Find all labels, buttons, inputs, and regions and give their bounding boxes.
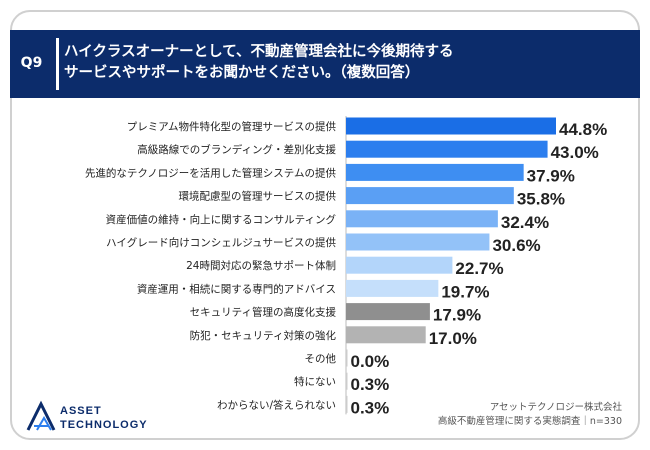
question-line-2: サービスやサポートをお聞かせください。（複数回答） [64, 65, 420, 81]
bar [346, 326, 426, 344]
bar [346, 187, 514, 205]
value-label: 35.8% [517, 190, 565, 209]
bar [346, 395, 348, 413]
value-label: 30.6% [492, 236, 540, 255]
category-label: 防犯・セキュリティ対策の強化 [190, 329, 337, 342]
bar [346, 117, 556, 135]
category-label: 資産運用・相続に関する専門的アドバイス [137, 282, 336, 295]
bar [346, 210, 498, 228]
bar [346, 256, 453, 274]
value-label: 17.9% [433, 306, 481, 325]
value-label: 22.7% [455, 259, 503, 278]
question-tag: Q9 [20, 55, 43, 71]
value-label: 19.7% [441, 282, 489, 301]
value-label: 17.0% [429, 329, 477, 348]
category-label: 24時間対応の緊急サポート体制 [186, 259, 336, 272]
bar [346, 140, 548, 158]
source-company: アセットテクノロジー株式会社 [489, 402, 622, 413]
value-label: 43.0% [551, 143, 599, 162]
question-line-1: ハイクラスオーナーとして、不動産管理会社に今後期待する [64, 44, 454, 60]
company-logo: ASSET TECHNOLOGY [26, 400, 156, 434]
value-label: 0.0% [351, 352, 390, 371]
source-note: アセットテクノロジー株式会社 高級不動産管理に関する実態調査｜n=330 [438, 401, 622, 429]
category-label: 資産価値の維持・向上に関するコンサルティング [106, 213, 337, 226]
category-label: 環境配慮型の管理サービスの提供 [179, 190, 337, 203]
logo-text-line-1: ASSET [60, 405, 102, 417]
header-divider [56, 38, 59, 90]
question-text: ハイクラスオーナーとして、不動産管理会社に今後期待する サービスやサポートをお聞… [64, 42, 624, 84]
bar [346, 303, 430, 321]
question-header [10, 30, 640, 98]
asset-technology-logo-icon: ASSET TECHNOLOGY [26, 400, 148, 431]
bar [346, 372, 348, 390]
category-label: わからない/答えられない [217, 398, 336, 411]
value-label: 32.4% [501, 213, 549, 232]
category-label: 特にない [294, 376, 336, 388]
bar [346, 349, 348, 367]
bar [346, 233, 490, 251]
category-label: セキュリティ管理の高度化支援 [190, 306, 337, 319]
value-label: 0.3% [351, 398, 390, 417]
category-label: 先進的なテクノロジーを活用した管理システムの提供 [85, 166, 337, 179]
bar [346, 279, 439, 297]
category-label: プレミアム物件特化型の管理サービスの提供 [127, 120, 337, 133]
source-survey: 高級不動産管理に関する実態調査｜n=330 [437, 416, 622, 427]
value-label: 37.9% [527, 166, 575, 185]
category-label: ハイグレード向けコンシェルジュサービスの提供 [106, 236, 336, 249]
logo-text-line-2: TECHNOLOGY [60, 419, 148, 431]
value-label: 0.3% [351, 375, 390, 394]
category-label: 高級路線でのブランディング・差別化支援 [137, 143, 336, 156]
bar [346, 163, 524, 181]
value-label: 44.8% [559, 120, 607, 139]
category-label: その他 [305, 352, 337, 365]
